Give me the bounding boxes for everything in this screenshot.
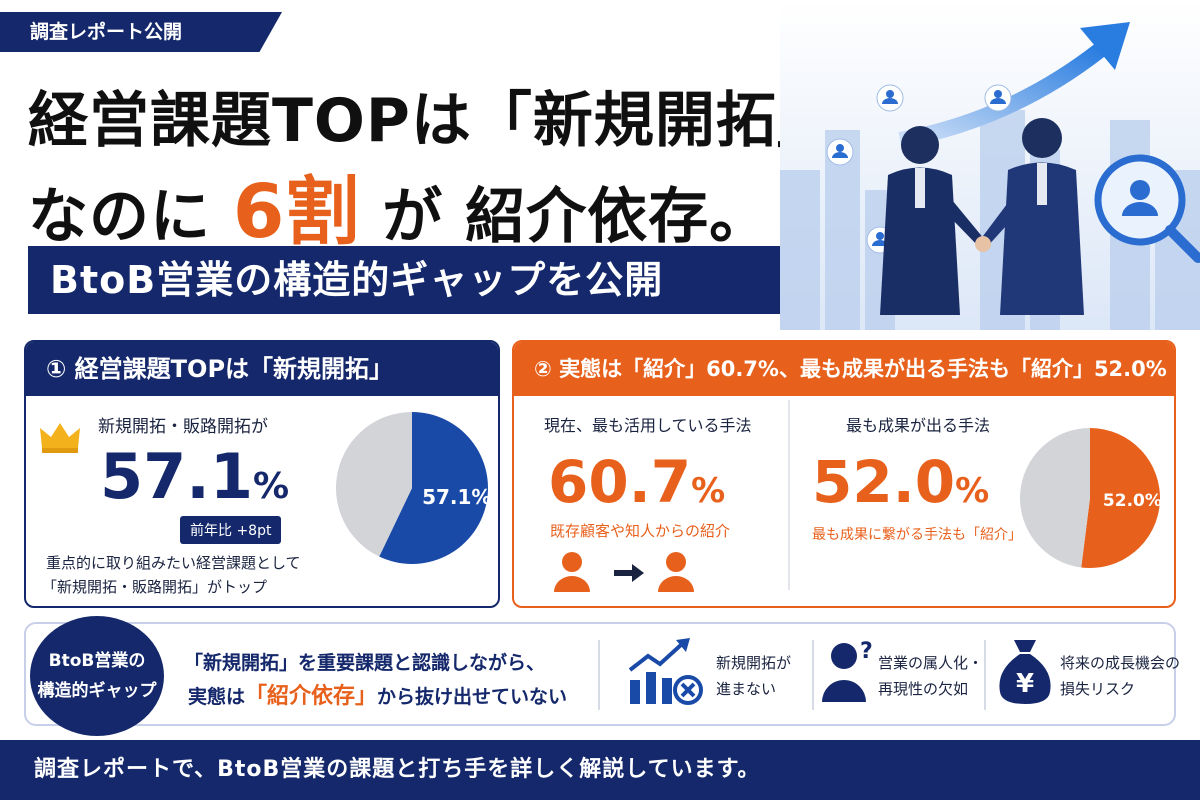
person-question-icon: ?: [822, 640, 873, 702]
column-divider: [788, 400, 790, 590]
col2-value: 52.0: [812, 448, 956, 516]
gap-item-2: 営業の属人化・ 再現性の欠如: [878, 650, 983, 702]
yen-bag-icon: ¥: [999, 640, 1051, 704]
col1-unit: %: [691, 471, 726, 511]
headline-highlight: 6割: [232, 169, 361, 255]
top-issue-note-line1: 重点的に取り組みたい経営課題として: [46, 554, 301, 572]
headline-line2: なのに 6割 が 紹介依存。: [28, 152, 770, 259]
headline-line2-post: 紹介依存。: [465, 182, 771, 252]
gap-item-3: 将来の成長機会の 損失リスク: [1060, 650, 1180, 702]
hero-illustration: [780, 0, 1200, 330]
yoy-badge: 前年比 +8pt: [180, 516, 282, 544]
top-issue-unit: %: [252, 466, 290, 507]
card-reality-heading: ② 実態は「紹介」60.7%、最も成果が出る手法も「紹介」52.0%: [514, 342, 1174, 396]
gap-item-1: 新規開拓が 進まない: [716, 650, 791, 702]
gap-item-1-line1: 新規開拓が: [716, 654, 792, 672]
pie-slice-label: 52.0%: [1103, 491, 1162, 511]
gap-badge: BtoB営業の 構造的ギャップ: [30, 616, 164, 736]
top-issue-value-wrap: 57.1%: [100, 440, 289, 513]
gap-divider-2: [812, 640, 814, 710]
col2-sub: 最も成果に繋がる手法も「紹介」: [812, 527, 1022, 543]
pie-chart-reality: 52.0%: [1020, 428, 1162, 568]
pie-slice: [379, 412, 488, 564]
svg-text:¥: ¥: [1016, 669, 1034, 699]
card-top-issue-heading: ① 経営課題TOPは「新規開拓」: [26, 342, 498, 396]
gap-text-line2: 実態は「紹介依存」から抜け出せていない: [188, 678, 567, 710]
col2-unit: %: [955, 471, 990, 511]
headline-line2-mid: が: [382, 182, 444, 252]
headline-line2-pre: なのに: [28, 182, 211, 252]
col2-value-wrap: 52.0%: [812, 448, 989, 516]
magnifier-icon: [1094, 154, 1200, 263]
gap-item-3-line1: 将来の成長機会の: [1060, 654, 1181, 672]
col1-title: 現在、最も活用している手法: [544, 416, 752, 435]
gap-text-line2-post: から抜け出せていない: [377, 686, 568, 708]
report-tag: 調査レポート公開: [0, 12, 282, 52]
gap-item-2-line2: 再現性の欠如: [878, 680, 969, 698]
col2-title: 最も成果が出る手法: [846, 416, 991, 435]
gap-text-highlight: 「紹介依存」: [245, 684, 378, 709]
pie-slice: [1020, 428, 1090, 568]
crown-icon: [40, 423, 80, 453]
gap-text-line1: 「新規開拓」を重要課題と認識しながら、: [184, 652, 546, 674]
gap-badge-line2: 構造的ギャップ: [37, 681, 157, 701]
col1-value: 60.7: [548, 448, 692, 516]
gap-item-1-line2: 進まない: [716, 680, 777, 698]
col1-value-wrap: 60.7%: [548, 448, 725, 516]
top-issue-note-line2: 「新規開拓・販路開拓」がトップ: [42, 578, 268, 596]
gap-badge-line1: BtoB営業の: [48, 651, 146, 671]
pie-slice: [336, 412, 412, 557]
gap-divider-3: [984, 640, 986, 710]
col1-sub: 既存顧客や知人からの紹介: [550, 522, 731, 540]
footer-banner: 調査レポートで、BtoB営業の課題と打ち手を詳しく解説しています。: [0, 740, 1200, 800]
growth-chart-x-icon: [628, 638, 703, 705]
pie-slice-label: 57.1%: [422, 485, 491, 509]
referral-flow-icons: [554, 552, 694, 592]
headline-line1: 経営課題TOPは「新規開拓」、: [28, 86, 869, 156]
top-issue-label: 新規開拓・販路開拓が: [98, 417, 268, 437]
svg-text:?: ?: [860, 640, 873, 664]
businessmen-handshake: [880, 118, 1084, 315]
gap-divider-1: [598, 640, 600, 710]
top-issue-value: 57.1: [100, 440, 253, 513]
gap-item-2-line1: 営業の属人化・: [878, 654, 984, 672]
pie-slice: [1081, 428, 1160, 568]
gap-item-3-line2: 損失リスク: [1060, 680, 1136, 698]
gap-text-line2-pre: 実態は: [188, 686, 246, 708]
subtitle-bar: BtoB営業の構造的ギャップを公開: [28, 246, 780, 314]
pie-chart-top-issue: 57.1%: [336, 412, 491, 564]
